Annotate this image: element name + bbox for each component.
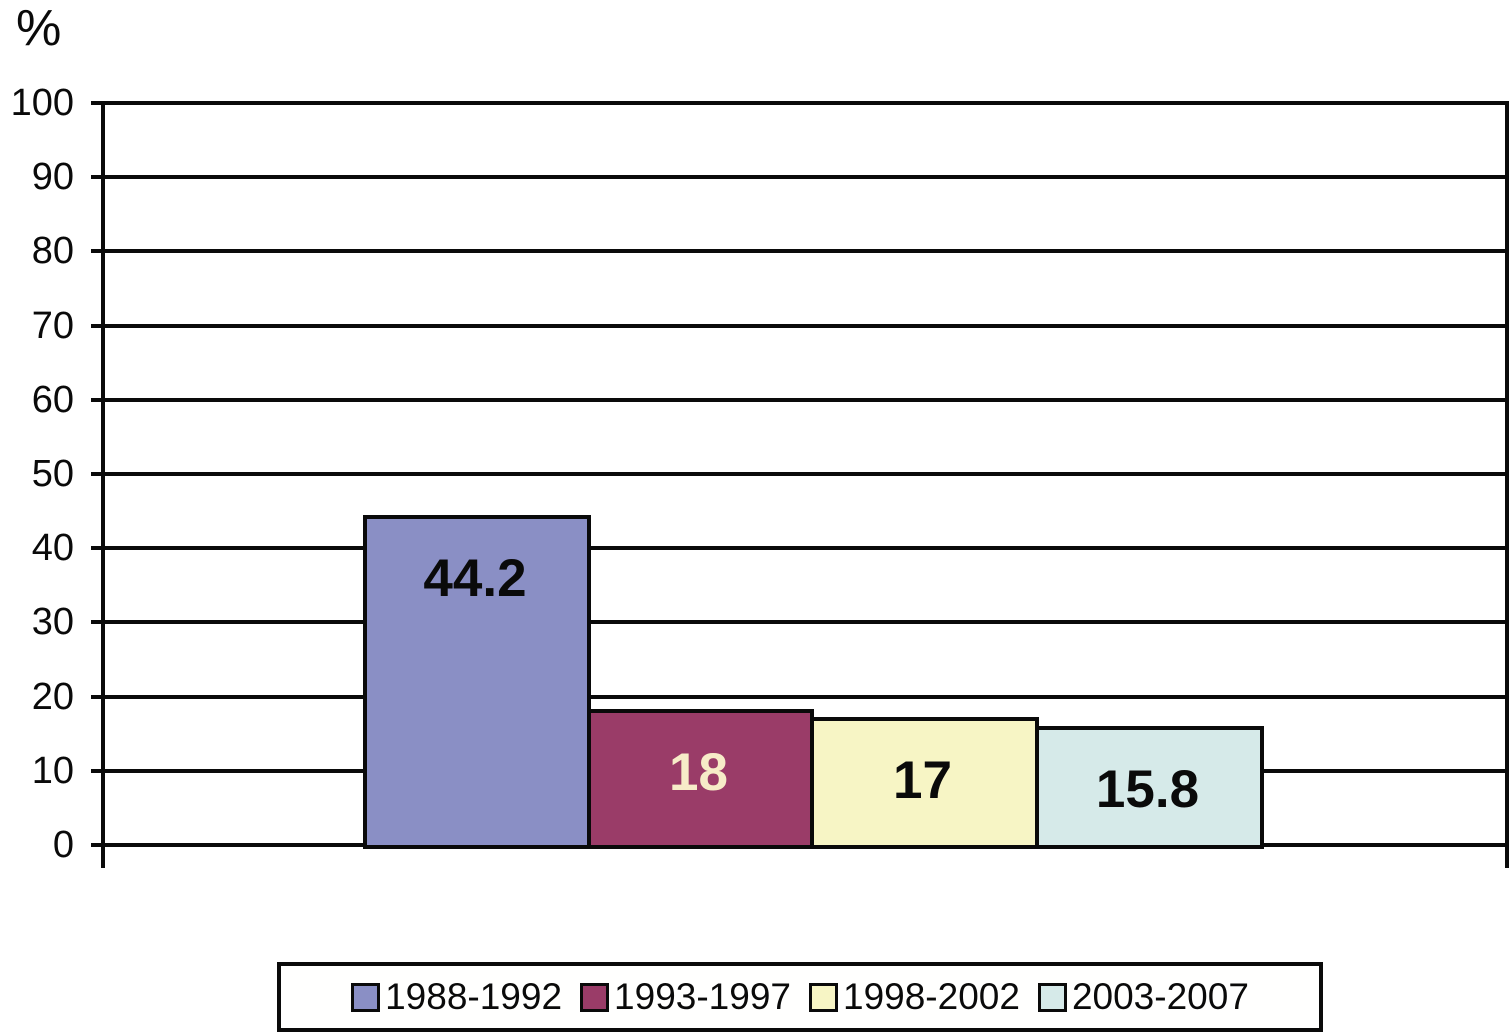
legend-item: 1993-1997 xyxy=(580,976,791,1018)
gridline xyxy=(91,323,1507,328)
gridline xyxy=(91,397,1507,402)
legend-item-label: 2003-2007 xyxy=(1071,976,1249,1017)
legend-item-label: 1998-2002 xyxy=(843,976,1020,1017)
bar-value-label: 15.8 xyxy=(1095,759,1200,819)
bar-1998-2002 xyxy=(810,716,1039,849)
y-tick-label: 30 xyxy=(31,601,74,644)
bar-value-label: 44.2 xyxy=(423,549,527,609)
gridline xyxy=(91,472,1507,476)
gridline xyxy=(91,101,1507,105)
gridline xyxy=(91,546,1507,551)
bar-value-label: 18 xyxy=(669,743,728,803)
y-tick-label: 60 xyxy=(31,378,74,421)
y-tick-label: 90 xyxy=(31,156,74,199)
legend-swatch xyxy=(1037,982,1067,1012)
y-axis-unit-label: % xyxy=(16,0,62,56)
legend-swatch xyxy=(351,982,381,1012)
bar-1988-1992 xyxy=(363,515,591,849)
bar-2003-2007 xyxy=(1035,725,1264,849)
legend-item: 2003-2007 xyxy=(1037,976,1249,1018)
bar-1993-1997 xyxy=(587,709,814,849)
y-tick-label: 80 xyxy=(31,230,74,273)
legend-swatch xyxy=(580,982,610,1012)
y-tick-label: 20 xyxy=(31,675,74,718)
y-tick-label: 40 xyxy=(31,527,74,570)
gridline xyxy=(91,175,1507,180)
y-tick-label: 0 xyxy=(52,824,74,866)
gridline xyxy=(91,249,1507,254)
y-tick-label: 70 xyxy=(31,304,74,347)
plot-right-border xyxy=(1505,101,1509,868)
legend-item: 1998-2002 xyxy=(809,976,1020,1018)
legend-item-label: 1993-1997 xyxy=(614,976,791,1017)
y-tick-label: 100 xyxy=(10,82,74,124)
bar-value-label: 17 xyxy=(893,750,952,810)
y-tick-label: 50 xyxy=(31,453,74,495)
gridline xyxy=(91,694,1507,699)
legend-item: 1988-1992 xyxy=(351,976,562,1018)
y-axis-line xyxy=(101,101,105,868)
legend-item-label: 1988-1992 xyxy=(385,976,563,1017)
legend: 1988-1992 1993-1997 1998-2002 2003-2007 xyxy=(277,962,1323,1032)
legend-swatch xyxy=(809,982,838,1012)
gridline xyxy=(91,620,1507,625)
y-tick-label: 10 xyxy=(31,749,74,792)
